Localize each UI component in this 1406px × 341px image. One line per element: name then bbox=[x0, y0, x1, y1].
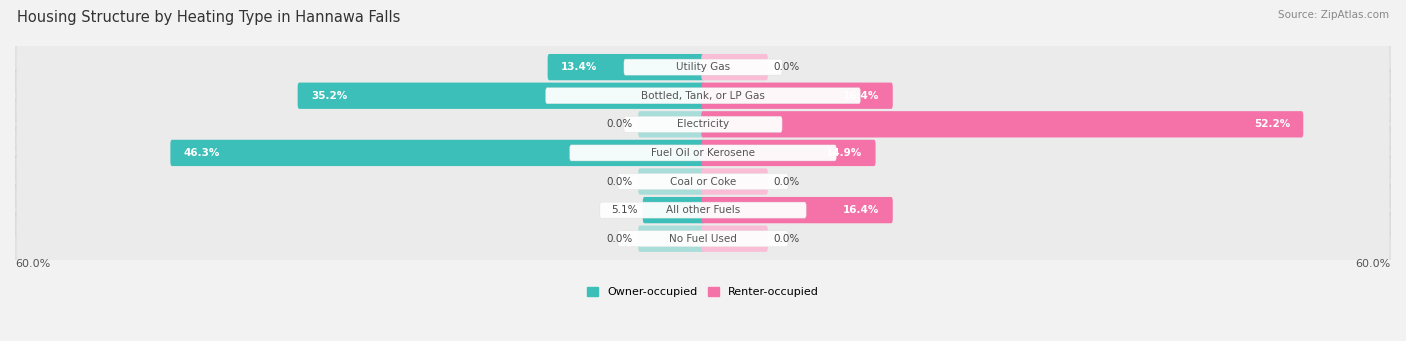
Text: 46.3%: 46.3% bbox=[184, 148, 219, 158]
FancyBboxPatch shape bbox=[624, 116, 782, 132]
FancyBboxPatch shape bbox=[638, 111, 704, 137]
Text: 60.0%: 60.0% bbox=[1355, 259, 1391, 269]
Text: 13.4%: 13.4% bbox=[561, 62, 598, 72]
FancyBboxPatch shape bbox=[702, 111, 1303, 137]
Text: All other Fuels: All other Fuels bbox=[666, 205, 740, 215]
FancyBboxPatch shape bbox=[569, 145, 837, 161]
Text: 0.0%: 0.0% bbox=[773, 62, 799, 72]
Legend: Owner-occupied, Renter-occupied: Owner-occupied, Renter-occupied bbox=[582, 282, 824, 302]
FancyBboxPatch shape bbox=[17, 185, 1389, 235]
Text: 16.4%: 16.4% bbox=[844, 205, 880, 215]
FancyBboxPatch shape bbox=[17, 42, 1389, 92]
Text: 14.9%: 14.9% bbox=[827, 148, 862, 158]
FancyBboxPatch shape bbox=[702, 83, 893, 109]
FancyBboxPatch shape bbox=[638, 225, 704, 252]
Text: Utility Gas: Utility Gas bbox=[676, 62, 730, 72]
FancyBboxPatch shape bbox=[17, 128, 1389, 178]
Text: Electricity: Electricity bbox=[676, 119, 730, 129]
Text: Coal or Coke: Coal or Coke bbox=[669, 177, 737, 187]
Text: 5.1%: 5.1% bbox=[612, 205, 638, 215]
FancyBboxPatch shape bbox=[14, 154, 1392, 208]
FancyBboxPatch shape bbox=[702, 197, 893, 223]
Text: No Fuel Used: No Fuel Used bbox=[669, 234, 737, 244]
Text: 0.0%: 0.0% bbox=[607, 119, 633, 129]
FancyBboxPatch shape bbox=[643, 197, 704, 223]
FancyBboxPatch shape bbox=[624, 59, 782, 75]
FancyBboxPatch shape bbox=[17, 100, 1389, 149]
Text: 35.2%: 35.2% bbox=[311, 91, 347, 101]
FancyBboxPatch shape bbox=[600, 202, 806, 218]
Text: 16.4%: 16.4% bbox=[844, 91, 880, 101]
FancyBboxPatch shape bbox=[14, 183, 1392, 237]
FancyBboxPatch shape bbox=[702, 140, 876, 166]
FancyBboxPatch shape bbox=[14, 40, 1392, 94]
Text: 0.0%: 0.0% bbox=[773, 177, 799, 187]
Text: 0.0%: 0.0% bbox=[773, 234, 799, 244]
FancyBboxPatch shape bbox=[14, 212, 1392, 266]
FancyBboxPatch shape bbox=[298, 83, 704, 109]
FancyBboxPatch shape bbox=[14, 69, 1392, 123]
FancyBboxPatch shape bbox=[702, 168, 768, 195]
FancyBboxPatch shape bbox=[170, 140, 704, 166]
FancyBboxPatch shape bbox=[17, 214, 1389, 264]
FancyBboxPatch shape bbox=[14, 98, 1392, 151]
Text: 0.0%: 0.0% bbox=[607, 177, 633, 187]
Text: Fuel Oil or Kerosene: Fuel Oil or Kerosene bbox=[651, 148, 755, 158]
Text: 0.0%: 0.0% bbox=[607, 234, 633, 244]
FancyBboxPatch shape bbox=[702, 54, 768, 80]
Text: 52.2%: 52.2% bbox=[1254, 119, 1291, 129]
Text: 60.0%: 60.0% bbox=[15, 259, 51, 269]
FancyBboxPatch shape bbox=[14, 126, 1392, 180]
FancyBboxPatch shape bbox=[546, 88, 860, 104]
FancyBboxPatch shape bbox=[17, 71, 1389, 121]
FancyBboxPatch shape bbox=[638, 168, 704, 195]
FancyBboxPatch shape bbox=[547, 54, 704, 80]
Text: Bottled, Tank, or LP Gas: Bottled, Tank, or LP Gas bbox=[641, 91, 765, 101]
FancyBboxPatch shape bbox=[617, 174, 789, 190]
Text: Source: ZipAtlas.com: Source: ZipAtlas.com bbox=[1278, 10, 1389, 20]
FancyBboxPatch shape bbox=[702, 225, 768, 252]
FancyBboxPatch shape bbox=[17, 157, 1389, 206]
Text: Housing Structure by Heating Type in Hannawa Falls: Housing Structure by Heating Type in Han… bbox=[17, 10, 401, 25]
FancyBboxPatch shape bbox=[617, 231, 789, 247]
